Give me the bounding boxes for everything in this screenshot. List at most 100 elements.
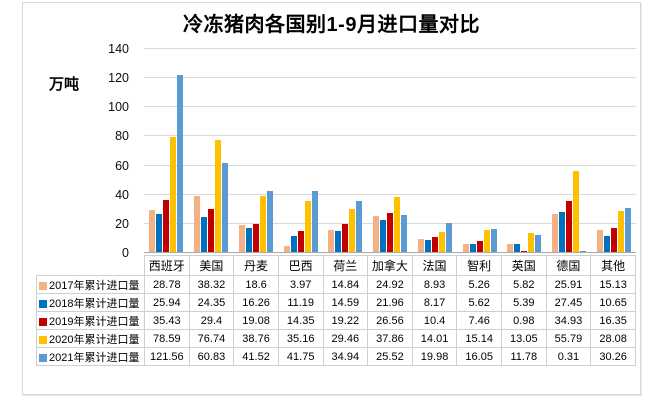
y-tick-label: 60 [115,159,129,173]
value-cell: 29.46 [322,329,369,348]
bar [417,239,424,252]
value-cell: 28.78 [144,275,190,294]
bar [401,215,408,252]
bar-group-巴西 [278,49,323,252]
y-tick-label: 120 [108,71,129,85]
legend-swatch-icon [39,299,47,308]
bar [445,223,452,252]
table-row: 2019年累计进口量 35.43 29.4 19.08 14.35 19.22 26.56 1… [36,311,636,330]
plot-area [144,48,636,253]
legend-swatch-icon [39,353,47,362]
value-cell: 16.35 [590,311,636,330]
bar [335,231,342,252]
gridline [144,194,636,195]
value-cell: 16.05 [456,347,502,366]
bar [551,214,558,252]
bar-group-智利 [457,49,502,252]
bar [610,228,617,252]
y-axis-label: 万吨 [49,76,80,93]
bar [462,244,469,252]
value-cell: 19.98 [411,347,458,366]
bar-group-荷兰 [323,49,368,252]
bar [245,228,252,252]
bar [215,140,222,252]
gridline [144,106,636,107]
chart-frame: 冷冻猪肉各国别1-9月进口量对比 万吨 0 20 40 60 80 100 120 140 西… [22,2,641,395]
bar [342,224,349,252]
bar [535,235,542,252]
value-cell: 37.86 [367,329,413,348]
value-cell: 26.56 [367,311,413,330]
value-cell: 78.59 [144,329,190,348]
value-cell: 24.92 [367,275,413,294]
value-cell: 14.35 [277,311,324,330]
value-cell: 19.22 [322,311,369,330]
legend-swatch-icon [39,317,47,326]
bar [380,220,387,252]
value-cell: 5.39 [501,293,547,312]
value-cell: 29.4 [188,311,235,330]
chart-title: 冷冻猪肉各国别1-9月进口量对比 [183,14,480,36]
bar [283,246,290,252]
y-tick-label: 0 [122,246,129,260]
bar [170,137,177,252]
category-header-row: 西班牙 美国 丹麦 巴西 荷兰 加拿大 法国 智利 英国 德国 其他 [37,255,636,276]
value-cell: 25.94 [144,293,190,312]
y-tick-label: 20 [115,217,129,231]
value-cell: 19.08 [233,311,279,330]
value-cell: 41.52 [233,347,279,366]
category-label: 西班牙 [144,255,190,276]
bar [483,230,490,252]
bar-group-加拿大 [368,49,413,252]
y-tick-label: 140 [108,42,129,56]
gridline [144,135,636,136]
category-label: 加拿大 [367,255,413,276]
y-tick-label: 100 [108,100,129,114]
bar [266,191,273,252]
value-cell: 38.32 [188,275,235,294]
value-cell: 24.35 [188,293,235,312]
value-cell: 0.31 [545,347,592,366]
bar-group-英国 [502,49,547,252]
value-cell: 16.26 [233,293,279,312]
value-cell: 7.46 [456,311,502,330]
bar [490,229,497,252]
bar [208,209,215,252]
bar [565,201,572,252]
value-cell: 11.19 [277,293,324,312]
bar [290,236,297,252]
bar [156,214,163,252]
bar [149,210,156,252]
category-label: 其他 [590,255,636,276]
value-cell: 14.01 [411,329,458,348]
value-cell: 25.52 [367,347,413,366]
category-label: 智利 [456,255,502,276]
bar [424,240,431,252]
bar [194,196,201,252]
bar [252,224,259,252]
value-cell: 21.96 [367,293,413,312]
data-table: 西班牙 美国 丹麦 巴西 荷兰 加拿大 法国 智利 英国 德国 其他 2017年累计进口量 28.78 3… [36,255,636,366]
category-label: 法国 [411,255,458,276]
legend-key: 2018年累计进口量 [36,293,145,312]
bar [431,237,438,252]
bar [328,230,335,252]
gridline [144,48,636,49]
legend-swatch-icon [39,335,47,344]
y-tick-label: 80 [115,129,129,143]
legend-key: 2019年累计进口量 [36,311,145,330]
bar [311,191,318,252]
value-cell: 0.98 [501,311,547,330]
category-label: 丹麦 [233,255,279,276]
value-cell: 41.75 [277,347,324,366]
bar-group-美国 [189,49,234,252]
bar [603,236,610,252]
legend-key: 2020年累计进口量 [36,329,145,348]
bar-series-container [144,49,636,252]
category-label: 巴西 [277,255,324,276]
y-axis: 0 20 40 60 80 100 120 140 [23,3,135,394]
value-cell: 8.17 [411,293,458,312]
value-cell: 34.93 [545,311,592,330]
bar [222,163,229,252]
table-row: 2021年累计进口量 121.56 60.83 41.52 41.75 34.94 25.5… [36,347,636,366]
